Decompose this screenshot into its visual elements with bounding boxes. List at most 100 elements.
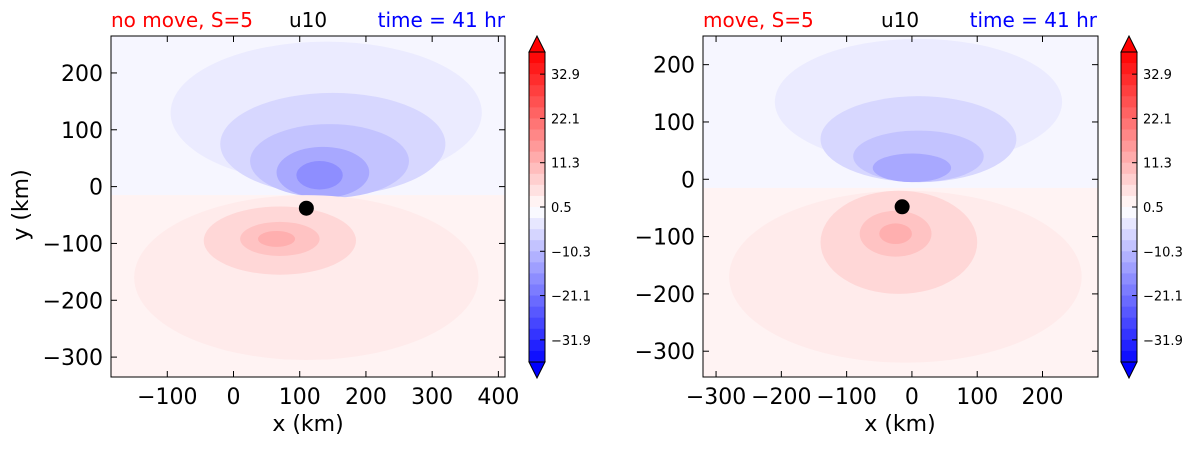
plot-frame: [110, 35, 506, 378]
colorbar-segment: [529, 317, 545, 330]
colorbar-tick-label: −31.9: [551, 334, 591, 349]
colorbar-tick-label: 11.3: [551, 157, 580, 172]
y-tick-label: −200: [43, 289, 103, 314]
colorbar-tick-label: 22.1: [1143, 112, 1172, 127]
colorbar-segment: [529, 218, 545, 230]
x-tick-label: 100: [956, 385, 998, 410]
colorbar-segment: [529, 184, 545, 197]
colorbar-segment: [1121, 262, 1137, 275]
colorbar-segment: [1121, 273, 1137, 286]
colorbar-segment: [1121, 107, 1137, 120]
colorbar-segment: [529, 151, 545, 164]
colorbar-segment: [529, 350, 545, 363]
colorbar-tick-label: −21.1: [551, 290, 591, 305]
title-right: time = 41 hr: [970, 8, 1098, 32]
colorbar-extend-max: [1120, 34, 1138, 53]
colorbar-tick-label: 22.1: [551, 112, 580, 127]
y-tick-label: −300: [635, 340, 695, 365]
colorbar-segment: [1121, 350, 1137, 363]
colorbar-segment: [529, 295, 545, 308]
y-tick-label: 200: [653, 54, 695, 79]
colorbar-segment: [1121, 295, 1137, 308]
colorbar-segment: [529, 251, 545, 263]
colorbar-segment: [1121, 96, 1137, 108]
colorbar-segment: [1121, 317, 1137, 330]
colorbar-segment: [1121, 52, 1137, 64]
colorbar-segment: [529, 52, 545, 64]
x-axis-label: x (km): [864, 412, 935, 437]
x-tick-label: −300: [686, 385, 746, 410]
title-center: u10: [881, 8, 919, 32]
right-panel: move, S=5 u10 time = 41 hr −300 −200 −100 0…: [596, 0, 1193, 447]
colorbar-segment: [1121, 240, 1137, 252]
x-tick-label: 100: [279, 385, 321, 410]
colorbar-segment: [529, 284, 545, 297]
y-tick-label: −100: [43, 232, 103, 257]
colorbar-segment: [529, 207, 545, 219]
colorbar-segment: [529, 262, 545, 275]
storm-center-marker: [298, 200, 314, 216]
colorbar-segment: [1121, 251, 1137, 263]
y-tick-label: 100: [61, 119, 103, 144]
colorbar-segment: [1121, 284, 1137, 297]
x-tick-label: −200: [751, 385, 811, 410]
colorbar-segment: [529, 74, 545, 86]
colorbar-segment: [529, 96, 545, 108]
x-axis-label: x (km): [272, 412, 343, 437]
y-tick-label: 0: [681, 168, 695, 193]
colorbar-tick-label: 0.5: [551, 201, 572, 216]
colorbar-segment: [1121, 306, 1137, 319]
colorbar-segment: [1121, 63, 1137, 75]
left-chart: no move, S=5 u10 time = 41 hr −100 0 100 20…: [9, 8, 591, 437]
colorbar-segment: [1121, 173, 1137, 186]
colorbar-segment: [1121, 218, 1137, 230]
colorbar-extend-min: [528, 361, 546, 380]
y-axis-label: y (km): [9, 169, 34, 240]
left-panel: no move, S=5 u10 time = 41 hr −100 0 100 20…: [0, 0, 596, 447]
y-tick-label: 200: [61, 62, 103, 87]
contour-region: [258, 230, 296, 247]
colorbar-tick-label: 32.9: [551, 68, 580, 83]
colorbar-tick-label: −10.3: [551, 245, 591, 260]
colorbar-segment: [529, 118, 545, 131]
colorbar-tick-label: 0.5: [1143, 201, 1164, 216]
y-tick-label: −300: [43, 346, 103, 371]
colorbar-segment: [1121, 74, 1137, 86]
colorbar-segment: [529, 273, 545, 286]
y-tick-label: 100: [653, 111, 695, 136]
y-tick-label: −200: [635, 283, 695, 308]
title-left: move, S=5: [703, 8, 814, 32]
storm-center-marker: [894, 199, 910, 215]
colorbar-segment: [529, 140, 545, 153]
colorbar-segment: [1121, 328, 1137, 341]
y-tick-label: −100: [635, 226, 695, 251]
title-center: u10: [289, 8, 327, 32]
colorbar-segment: [529, 173, 545, 186]
colorbar-segment: [1121, 162, 1137, 175]
colorbar-segment: [529, 162, 545, 175]
colorbar-tick-label: 11.3: [1143, 157, 1172, 172]
colorbar-tick-label: 32.9: [1143, 68, 1172, 83]
title-right: time = 41 hr: [378, 8, 506, 32]
x-tick-label: 200: [345, 385, 387, 410]
x-tick-label: 300: [411, 385, 453, 410]
colorbar-segment: [1121, 229, 1137, 241]
colorbar-segment: [529, 85, 545, 97]
colorbar-segment: [1121, 339, 1137, 352]
colorbar-segment: [529, 63, 545, 75]
y-tick-label: 0: [89, 176, 103, 201]
colorbar-segment: [1121, 129, 1137, 142]
colorbar-segment: [529, 195, 545, 208]
title-left: no move, S=5: [111, 8, 253, 32]
colorbar-segment: [529, 328, 545, 341]
colorbar-segment: [529, 129, 545, 142]
colorbar-segment: [529, 107, 545, 120]
colorbar-segment: [529, 306, 545, 319]
colorbar-segment: [1121, 85, 1137, 97]
colorbar-segment: [529, 339, 545, 352]
plot-frame: [702, 35, 1099, 378]
colorbar-segment: [1121, 140, 1137, 153]
colorbar-segment: [1121, 118, 1137, 131]
colorbar-segment: [529, 240, 545, 252]
x-tick-label: −100: [137, 385, 197, 410]
